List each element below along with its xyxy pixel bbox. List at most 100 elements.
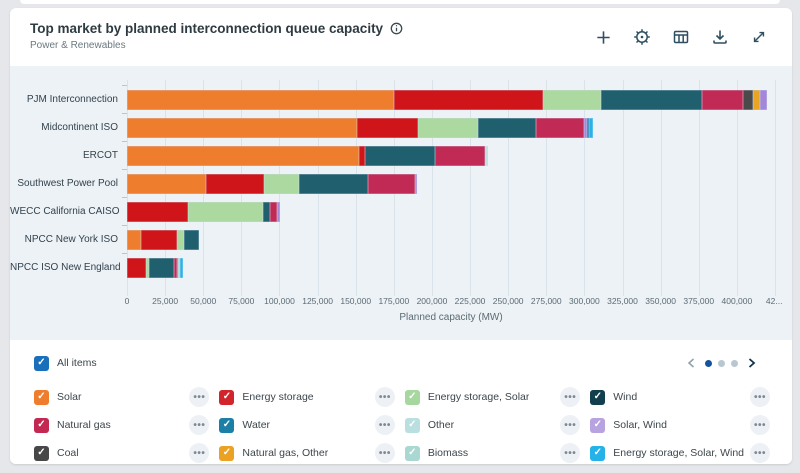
bar-segment-wind[interactable]	[262, 202, 271, 222]
more-options-icon[interactable]: •••	[750, 387, 770, 407]
more-options-icon[interactable]: •••	[560, 415, 581, 435]
legend-checkbox[interactable]: ✓	[590, 417, 606, 433]
bar-segment-biomass[interactable]	[178, 258, 181, 278]
bar-segment-solar-wind[interactable]	[415, 174, 418, 194]
legend-item-other[interactable]: ✓ Other	[404, 417, 454, 433]
data-table-icon[interactable]	[670, 26, 692, 48]
bar-segment-solar[interactable]	[127, 118, 358, 138]
legend-checkbox[interactable]: ✓	[219, 417, 235, 433]
category-label: PJM Interconnection	[26, 94, 118, 105]
legend-item-natural-gas[interactable]: ✓ Natural gas	[34, 417, 111, 433]
legend-checkbox[interactable]: ✓	[34, 417, 49, 433]
legend-item-wind[interactable]: ✓ Wind	[590, 389, 637, 405]
bar-segment-natural-gas[interactable]	[270, 202, 278, 222]
bar-segment-solar[interactable]	[127, 230, 141, 250]
legend-item-energy-storage-solar-wind[interactable]: ✓ Energy storage, Solar, Wind	[590, 445, 744, 461]
bar-segment-solar[interactable]	[127, 90, 394, 110]
bar-segment-wind[interactable]	[364, 146, 435, 166]
category-label: WECC California CAISO	[10, 206, 120, 217]
bar-segment-energy-storage[interactable]	[393, 90, 544, 110]
bar-segment-wind[interactable]	[299, 174, 368, 194]
more-options-icon[interactable]: •••	[189, 443, 210, 463]
bar-segment-energy-storage-solar[interactable]	[264, 174, 300, 194]
bar-segment-natural-gas[interactable]	[367, 174, 416, 194]
bar-segment-energy-storage[interactable]	[358, 146, 365, 166]
more-options-icon[interactable]: •••	[750, 443, 770, 463]
bar-segment-energy-storage-solar[interactable]	[543, 90, 602, 110]
legend-checkbox[interactable]: ✓	[34, 389, 49, 405]
download-icon[interactable]	[709, 26, 731, 48]
all-items-checkbox[interactable]: ✓	[34, 355, 49, 371]
more-options-icon[interactable]: •••	[374, 415, 395, 435]
bar-segment-solar[interactable]	[127, 174, 207, 194]
legend-checkbox[interactable]: ✓	[219, 389, 235, 405]
pager-dot[interactable]	[718, 359, 725, 367]
info-icon[interactable]	[390, 22, 403, 35]
expand-icon[interactable]	[748, 26, 770, 48]
bar-segment-natural-gas[interactable]	[434, 146, 486, 166]
more-options-icon[interactable]: •••	[560, 387, 581, 407]
legend-label: Water	[242, 419, 271, 431]
bar-segment-wind[interactable]	[149, 258, 175, 278]
pager-dot[interactable]	[705, 359, 712, 367]
bar-segment-energy-storage[interactable]	[127, 202, 188, 222]
legend-checkbox[interactable]: ✓	[404, 417, 420, 433]
legend-item-energy-storage[interactable]: ✓ Energy storage	[219, 389, 314, 405]
settings-gear-icon[interactable]	[631, 26, 653, 48]
bar-row: ERCOT	[83, 141, 775, 170]
legend-checkbox[interactable]: ✓	[590, 389, 606, 405]
legend-checkbox[interactable]: ✓	[219, 445, 235, 461]
all-items-toggle[interactable]: ✓ All items	[34, 355, 97, 371]
x-axis-tick-label: 250,000	[492, 296, 524, 306]
bar-segment-energy-storage-solar[interactable]	[177, 230, 185, 250]
more-options-icon[interactable]: •••	[750, 415, 770, 435]
bar-segment-energy-storage-solar[interactable]	[187, 202, 263, 222]
legend-item-solar[interactable]: ✓ Solar	[34, 389, 82, 405]
chevron-left-icon[interactable]	[687, 358, 696, 368]
more-options-icon[interactable]: •••	[189, 387, 210, 407]
bar-segment-solar-wind[interactable]	[277, 202, 281, 222]
bar-segment-energy-storage[interactable]	[357, 118, 419, 138]
legend-item-energy-storage-solar[interactable]: ✓ Energy storage, Solar	[404, 389, 529, 405]
bar-segment-solar-wind[interactable]	[584, 118, 587, 138]
bar-segment-energy-storage[interactable]	[206, 174, 265, 194]
legend-item-coal[interactable]: ✓ Coal	[34, 445, 79, 461]
bar-segment-energy-storage-solar[interactable]	[418, 118, 478, 138]
legend-checkbox[interactable]: ✓	[404, 389, 420, 405]
bar-segment-solar[interactable]	[127, 146, 359, 166]
bar-segment-water[interactable]	[586, 118, 589, 138]
bar-segment-coal[interactable]	[742, 90, 753, 110]
bar-segment-natural-gas[interactable]	[535, 118, 585, 138]
bar-segment-energy-storage-solar-wind[interactable]	[180, 258, 183, 278]
bar-segment-wind[interactable]	[601, 90, 702, 110]
bar-segment-natural-gas-other[interactable]	[752, 90, 761, 110]
bar-segment-energy-storage[interactable]	[127, 258, 147, 278]
bar-segment-natural-gas[interactable]	[701, 90, 743, 110]
bar-segment-wind[interactable]	[184, 230, 199, 250]
x-axis-tick-label: 275,000	[530, 296, 562, 306]
chevron-right-icon[interactable]	[747, 358, 756, 368]
more-options-icon[interactable]: •••	[560, 443, 581, 463]
bar-segment-energy-storage-solar-wind[interactable]	[588, 118, 593, 138]
legend-item-biomass[interactable]: ✓ Biomass	[404, 445, 468, 461]
bar-segment-energy-storage[interactable]	[140, 230, 178, 250]
legend-checkbox[interactable]: ✓	[34, 445, 49, 461]
bar-segment-solar-wind[interactable]	[760, 90, 767, 110]
more-options-icon[interactable]: •••	[189, 415, 210, 435]
legend-item-water[interactable]: ✓ Water	[219, 417, 271, 433]
bar-segment-other[interactable]	[485, 146, 489, 166]
legend-item-natural-gas-other[interactable]: ✓ Natural gas, Other	[219, 445, 328, 461]
more-options-icon[interactable]: •••	[374, 443, 395, 463]
plus-icon[interactable]	[592, 26, 614, 48]
bar-segment-energy-storage-solar[interactable]	[146, 258, 150, 278]
legend-checkbox[interactable]: ✓	[404, 445, 420, 461]
bar-segment-wind[interactable]	[477, 118, 536, 138]
legend-checkbox[interactable]: ✓	[590, 445, 606, 461]
more-options-icon[interactable]: •••	[374, 387, 395, 407]
legend-item-solar-wind[interactable]: ✓ Solar, Wind	[590, 417, 667, 433]
bar-row: NPCC ISO New England	[10, 253, 775, 282]
bar-segment-water[interactable]	[176, 258, 179, 278]
bar-segment-natural-gas[interactable]	[174, 258, 177, 278]
y-axis-tick	[122, 253, 127, 254]
pager-dot[interactable]	[731, 359, 738, 367]
